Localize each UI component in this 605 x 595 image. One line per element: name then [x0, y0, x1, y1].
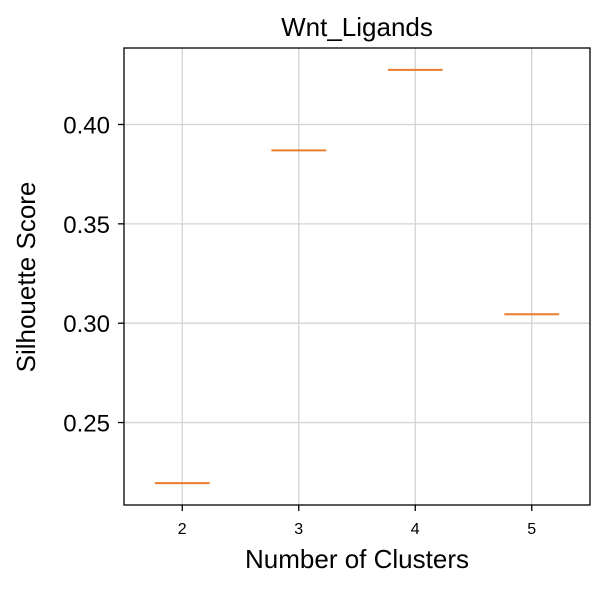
median-marks — [154, 68, 560, 485]
x-tick-label: 5 — [527, 521, 536, 538]
y-tick-label: 0.40 — [63, 112, 110, 139]
grid-lines — [124, 48, 590, 505]
y-tick-label: 0.35 — [63, 212, 110, 239]
y-axis-label: Silhouette Score — [11, 182, 41, 373]
plot-frame — [123, 47, 591, 506]
x-tick-label: 2 — [178, 521, 187, 538]
x-axis-label: Number of Clusters — [245, 544, 469, 574]
y-tick-label: 0.30 — [63, 311, 110, 338]
axis-ticks: 2 3 4 5 0.25 0.30 0.35 0.40 — [63, 112, 536, 538]
x-tick-label: 3 — [294, 521, 303, 538]
x-tick-label: 4 — [411, 521, 420, 538]
chart-title: Wnt_Ligands — [281, 12, 433, 42]
y-tick-label: 0.25 — [63, 411, 110, 438]
